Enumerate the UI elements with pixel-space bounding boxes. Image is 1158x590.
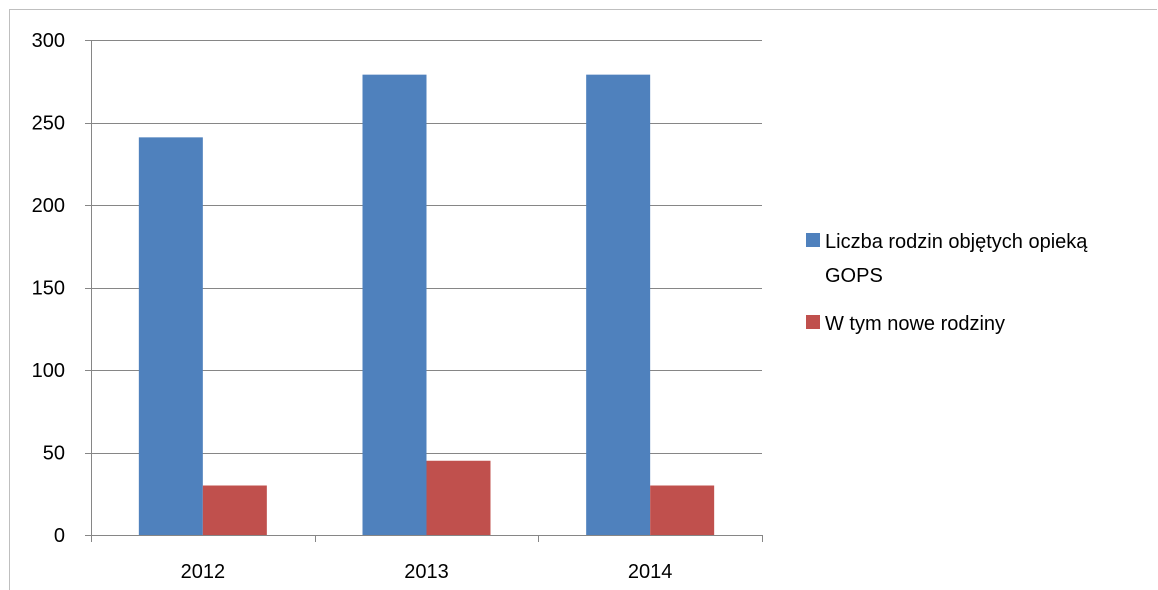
y-tick-label: 250 xyxy=(32,113,65,135)
y-tick-label: 200 xyxy=(32,195,65,217)
bar-families xyxy=(362,74,427,536)
y-tick-label: 50 xyxy=(43,443,65,465)
axes xyxy=(85,40,763,542)
legend-item: Liczba rodzin objętych opieką GOPS xyxy=(806,231,1088,287)
bars xyxy=(138,74,715,536)
bar-new-families xyxy=(202,485,267,535)
x-tick-label: 2013 xyxy=(404,561,449,583)
y-tick-label: 300 xyxy=(32,30,65,52)
legend-swatch xyxy=(806,315,820,329)
bar-new-families xyxy=(426,460,491,535)
x-tick-label: 2012 xyxy=(181,561,226,583)
legend-item: W tym nowe rodziny xyxy=(806,313,1005,335)
legend: Liczba rodzin objętych opieką GOPS W tym n… xyxy=(806,231,1088,335)
x-tick-label: 2014 xyxy=(628,561,673,583)
legend-swatch xyxy=(806,233,820,247)
legend-label: W tym nowe rodziny xyxy=(825,313,1005,335)
bar-families xyxy=(138,137,203,535)
bar-new-families xyxy=(650,485,715,535)
legend-label: GOPS xyxy=(825,265,883,287)
y-tick-label: 100 xyxy=(32,360,65,382)
legend-label: Liczba rodzin objętych opieką xyxy=(825,231,1088,253)
y-tick-label: 0 xyxy=(54,525,65,547)
x-axis-tick-labels: 2012 2013 2014 xyxy=(181,561,673,583)
bar-families xyxy=(586,74,651,536)
chart-frame xyxy=(9,9,1157,590)
y-tick-label: 150 xyxy=(32,278,65,300)
y-axis-tick-labels: 0 50 100 150 200 250 300 xyxy=(32,30,65,547)
